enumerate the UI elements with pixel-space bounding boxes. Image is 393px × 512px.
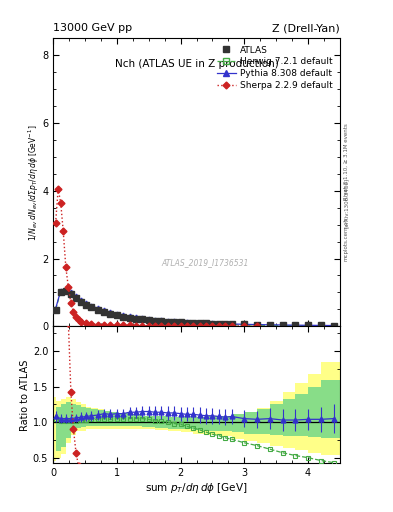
- Bar: [66, 397, 71, 443]
- Bar: [231, 415, 244, 438]
- Bar: [71, 403, 76, 431]
- Bar: [180, 417, 193, 429]
- Y-axis label: Ratio to ATLAS: Ratio to ATLAS: [20, 359, 30, 431]
- Bar: [206, 416, 219, 431]
- Bar: [66, 402, 71, 438]
- Text: 13000 GeV pp: 13000 GeV pp: [53, 23, 132, 33]
- Bar: [71, 399, 76, 435]
- Bar: [283, 399, 295, 436]
- Bar: [98, 410, 104, 429]
- Bar: [308, 387, 321, 437]
- Bar: [110, 412, 117, 429]
- Bar: [155, 417, 168, 430]
- Bar: [61, 403, 66, 447]
- Bar: [86, 407, 91, 429]
- Bar: [219, 416, 231, 436]
- Bar: [257, 408, 270, 443]
- Text: mcplots.cern.ch: mcplots.cern.ch: [344, 217, 349, 261]
- Bar: [308, 374, 321, 453]
- Bar: [219, 416, 231, 432]
- Bar: [110, 412, 117, 426]
- Bar: [295, 394, 308, 436]
- Bar: [130, 415, 142, 429]
- Bar: [321, 362, 340, 455]
- Bar: [81, 404, 86, 431]
- Bar: [104, 411, 110, 429]
- Bar: [231, 414, 244, 432]
- Bar: [76, 402, 81, 431]
- Bar: [206, 418, 219, 435]
- Bar: [86, 408, 91, 426]
- Bar: [168, 418, 180, 431]
- Bar: [193, 419, 206, 434]
- Legend: ATLAS, Herwig 7.2.1 default, Pythia 8.308 default, Sherpa 2.2.9 default: ATLAS, Herwig 7.2.1 default, Pythia 8.30…: [214, 43, 336, 93]
- Bar: [130, 414, 142, 426]
- Bar: [180, 419, 193, 432]
- Bar: [91, 408, 98, 429]
- Bar: [76, 405, 81, 428]
- Text: Z (Drell-Yan): Z (Drell-Yan): [272, 23, 340, 33]
- X-axis label: sum $p_T/d\eta\, d\phi$ [GeV]: sum $p_T/d\eta\, d\phi$ [GeV]: [145, 481, 248, 495]
- Bar: [104, 411, 110, 426]
- Bar: [142, 416, 155, 429]
- Bar: [53, 397, 55, 461]
- Bar: [270, 401, 283, 445]
- Bar: [81, 407, 86, 427]
- Text: Rivet 3.1.10, ≥ 3.1M events: Rivet 3.1.10, ≥ 3.1M events: [344, 123, 349, 200]
- Bar: [98, 410, 104, 426]
- Bar: [55, 407, 61, 451]
- Text: [arXiv:1306.3436]: [arXiv:1306.3436]: [344, 178, 349, 228]
- Bar: [244, 412, 257, 434]
- Bar: [55, 401, 61, 458]
- Bar: [61, 399, 66, 454]
- Bar: [155, 416, 168, 428]
- Y-axis label: $1/N_{ev}\; dN_{ev}/d\Sigma p_T/d\eta\, d\phi\; [\mathrm{GeV}^{-1}]$: $1/N_{ev}\; dN_{ev}/d\Sigma p_T/d\eta\, …: [26, 124, 40, 241]
- Bar: [283, 392, 295, 447]
- Bar: [117, 414, 130, 429]
- Bar: [142, 416, 155, 427]
- Bar: [193, 417, 206, 430]
- Bar: [168, 417, 180, 429]
- Bar: [295, 383, 308, 450]
- Bar: [257, 410, 270, 434]
- Bar: [270, 404, 283, 435]
- Bar: [117, 413, 130, 426]
- Bar: [321, 379, 340, 438]
- Bar: [244, 412, 257, 441]
- Text: ATLAS_2019_I1736531: ATLAS_2019_I1736531: [162, 259, 249, 267]
- Bar: [91, 410, 98, 426]
- Text: Nch (ATLAS UE in Z production): Nch (ATLAS UE in Z production): [115, 58, 278, 69]
